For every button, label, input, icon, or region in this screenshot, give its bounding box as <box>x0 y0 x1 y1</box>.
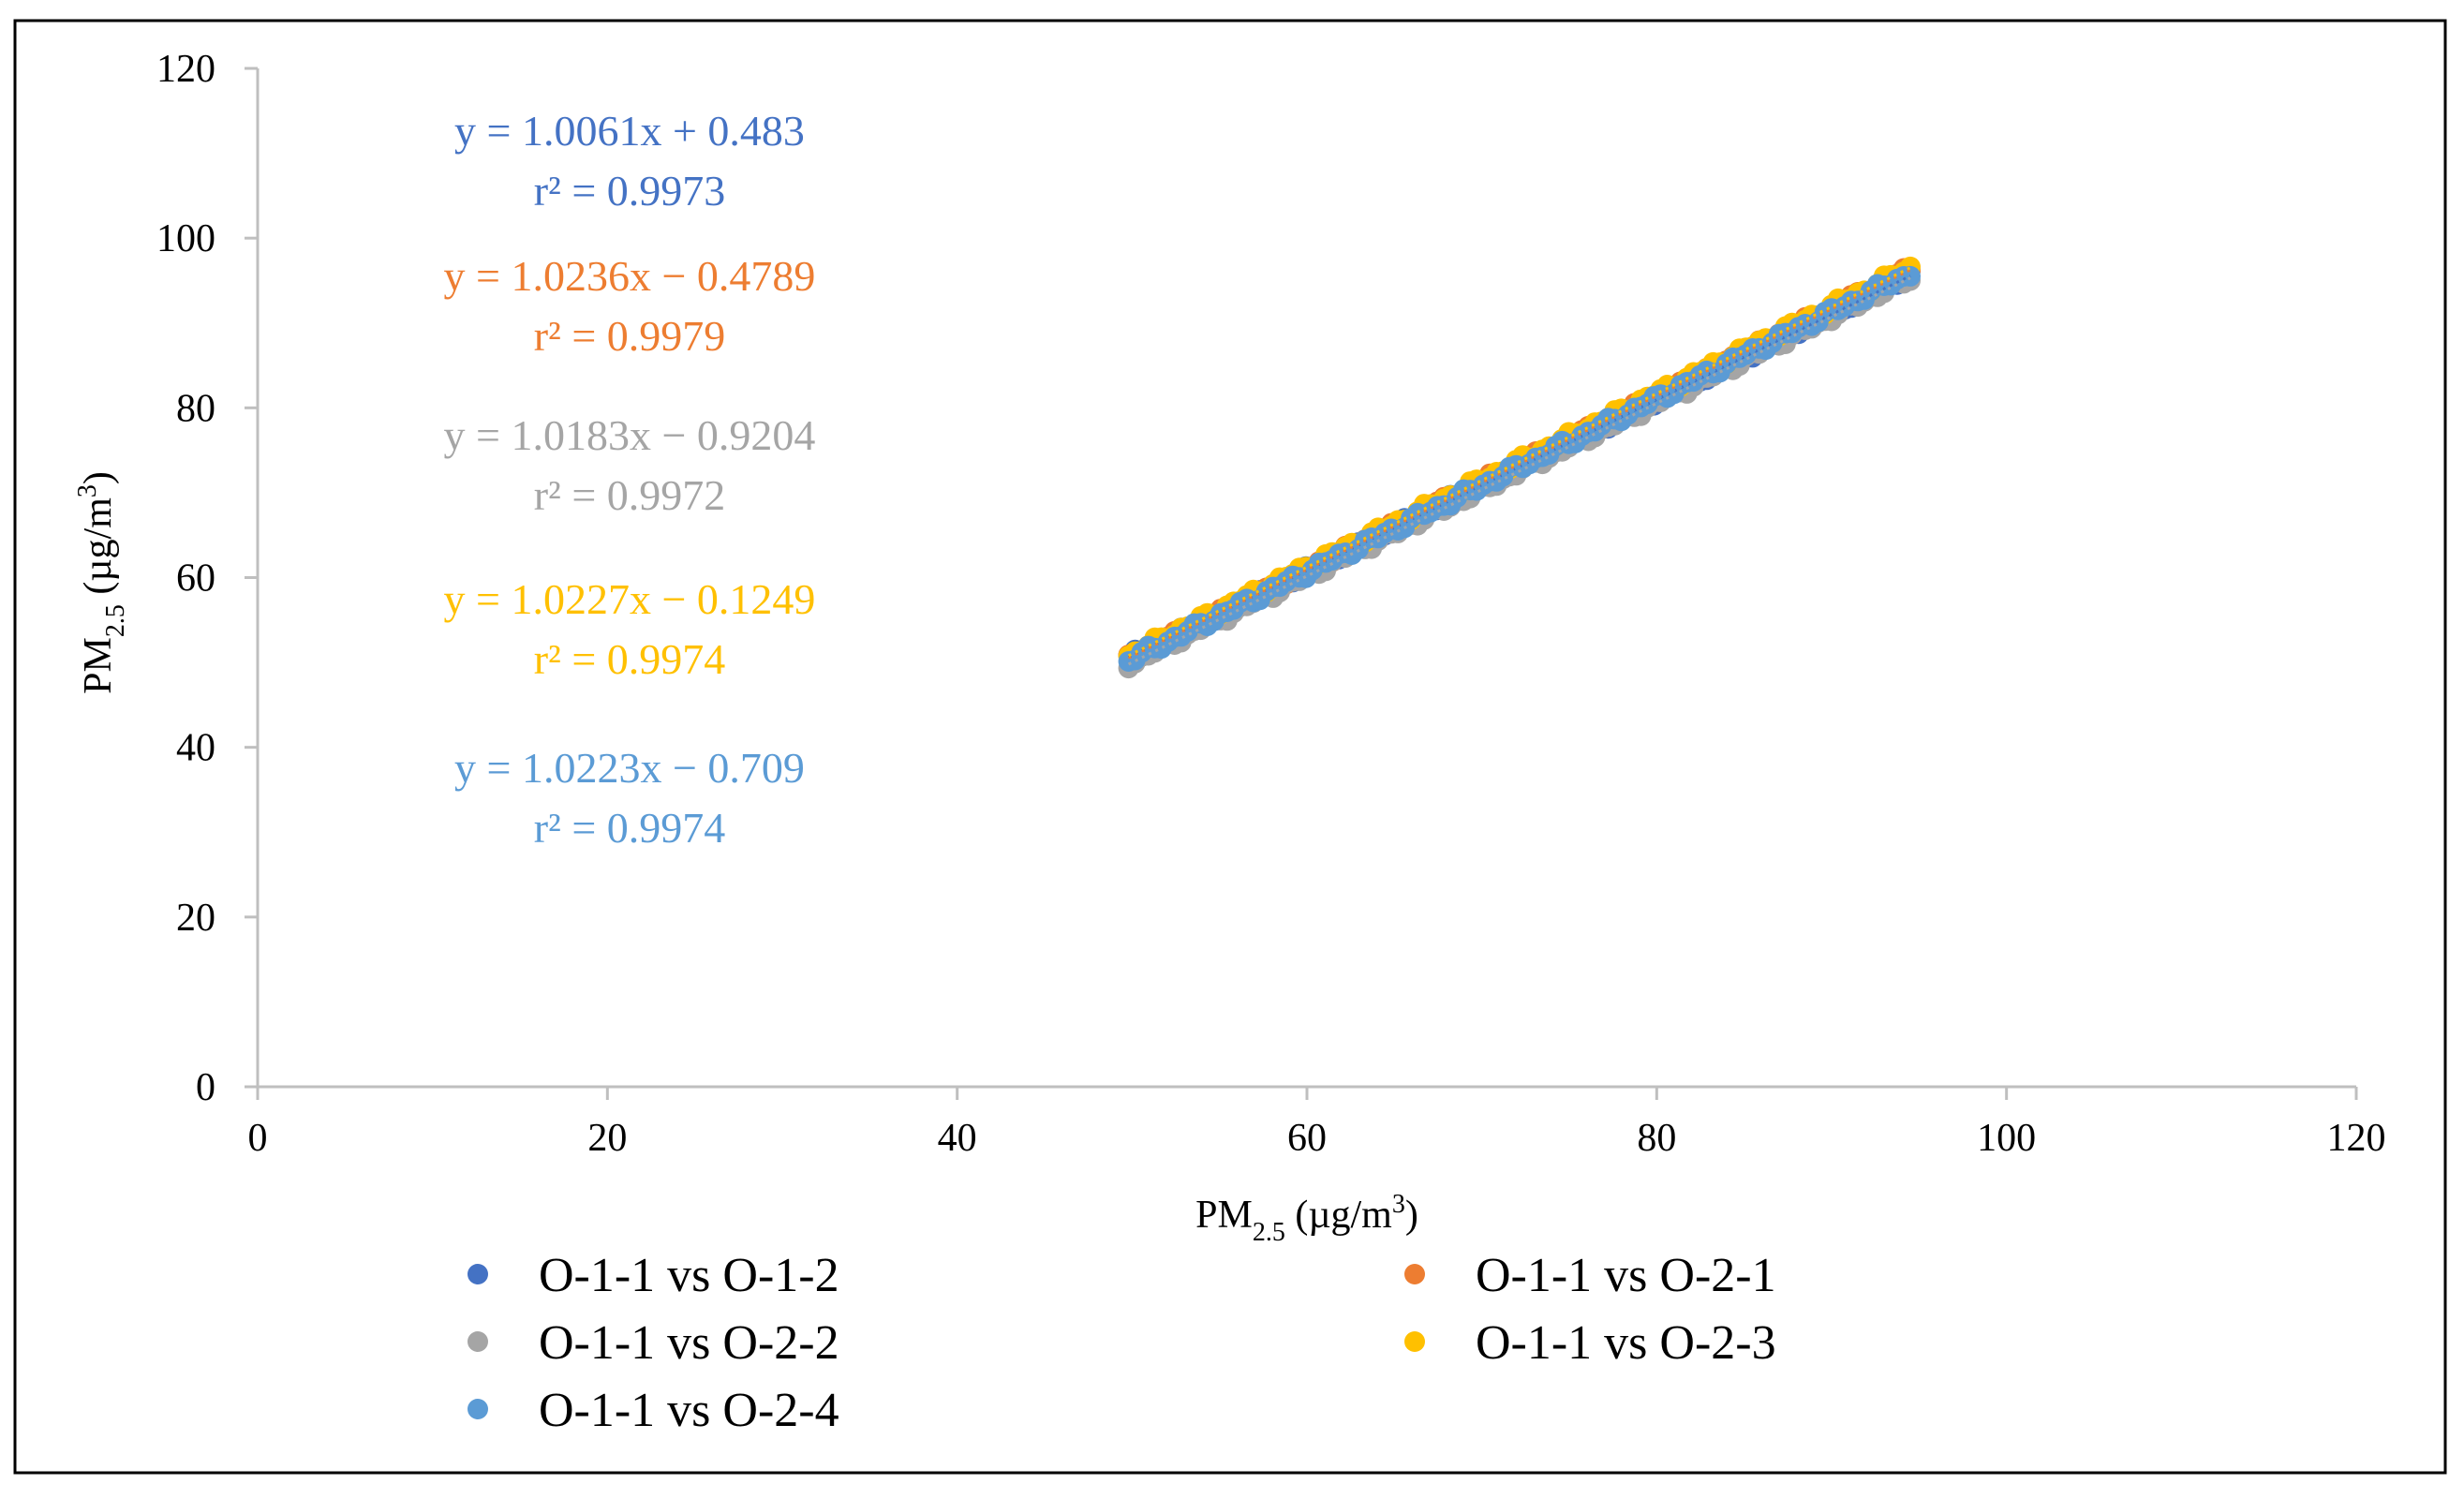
legend-label: O-1-1 vs O-2-1 <box>1476 1249 1776 1302</box>
y-axis-label: PM2.5 (µg/m3) <box>73 471 130 694</box>
r-squared-text: r² = 0.9974 <box>534 804 726 852</box>
legend-item: O-1-1 vs O-2-2 <box>468 1316 839 1370</box>
equation-text: y = 1.0236x − 0.4789 <box>444 252 816 300</box>
legend-item: O-1-1 vs O-2-4 <box>468 1384 839 1437</box>
equation-text: y = 1.0227x − 0.1249 <box>444 575 816 623</box>
trendlines <box>1127 266 1911 666</box>
y-tick-labels: 0 20 40 60 80 100 120 <box>156 48 215 1109</box>
x-tick-label: 0 <box>248 1117 268 1160</box>
x-tick-label: 100 <box>1977 1117 2036 1160</box>
trendline-2 <box>1127 268 1911 660</box>
y-tick-label: 20 <box>176 897 215 940</box>
trendline-4 <box>1127 266 1911 658</box>
legend-marker <box>468 1264 488 1284</box>
legend-marker <box>1404 1264 1425 1284</box>
legend-label: O-1-1 vs O-2-2 <box>539 1316 839 1370</box>
equation-text: y = 1.0183x − 0.9204 <box>444 411 816 459</box>
legend-marker <box>468 1399 488 1419</box>
trendline-5 <box>1127 271 1911 662</box>
y-tick-label: 120 <box>156 48 215 91</box>
legend-item: O-1-1 vs O-2-1 <box>1404 1249 1776 1302</box>
r-squared-text: r² = 0.9974 <box>534 635 726 683</box>
y-tick-label: 80 <box>176 387 215 430</box>
axes <box>245 67 2358 1100</box>
x-tick-label: 80 <box>1637 1117 1676 1160</box>
x-axis-label: PM2.5 (µg/m3) <box>1195 1190 1418 1247</box>
y-tick-label: 40 <box>176 727 215 770</box>
x-tick-label: 40 <box>938 1117 977 1160</box>
r-squared-text: r² = 0.9979 <box>534 312 726 360</box>
y-tick-label: 100 <box>156 217 215 260</box>
legend-item: O-1-1 vs O-1-2 <box>468 1249 839 1302</box>
r-squared-text: r² = 0.9972 <box>534 471 726 519</box>
trendline-equations: y = 1.0061x + 0.483 r² = 0.9973 y = 1.0236… <box>444 107 816 852</box>
legend-marker <box>468 1331 488 1352</box>
x-tick-label: 120 <box>2327 1117 2386 1160</box>
figure-border <box>13 19 2447 1475</box>
legend-label: O-1-1 vs O-2-3 <box>1476 1316 1776 1370</box>
trendline-3 <box>1127 276 1911 666</box>
legend-label: O-1-1 vs O-1-2 <box>539 1249 839 1302</box>
y-tick-label: 0 <box>196 1066 215 1109</box>
legend-label: O-1-1 vs O-2-4 <box>539 1384 839 1437</box>
equation-text: y = 1.0061x + 0.483 <box>454 107 805 155</box>
legend: O-1-1 vs O-1-2 O-1-1 vs O-2-1 O-1-1 vs O-2… <box>468 1249 1776 1437</box>
r-squared-text: r² = 0.9973 <box>534 167 726 215</box>
equation-text: y = 1.0223x − 0.709 <box>454 744 805 792</box>
x-tick-label: 20 <box>587 1117 627 1160</box>
x-tick-labels: 0 20 40 60 80 100 120 <box>248 1117 2386 1160</box>
legend-marker <box>1404 1331 1425 1352</box>
y-tick-label: 60 <box>176 557 215 601</box>
legend-item: O-1-1 vs O-2-3 <box>1404 1316 1776 1370</box>
x-tick-label: 60 <box>1287 1117 1327 1160</box>
